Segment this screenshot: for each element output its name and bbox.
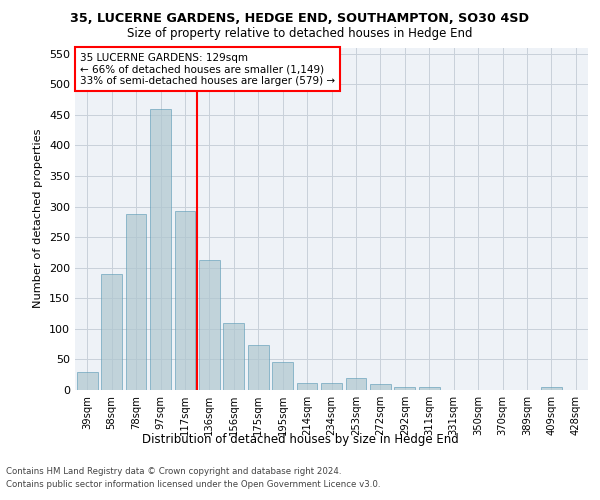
Bar [125, 214, 146, 390]
Bar [419, 387, 440, 390]
Text: Distribution of detached houses by size in Hedge End: Distribution of detached houses by size … [142, 432, 458, 446]
Bar [150, 108, 171, 390]
Bar [541, 387, 562, 390]
Text: Contains public sector information licensed under the Open Government Licence v3: Contains public sector information licen… [6, 480, 380, 489]
Bar [370, 384, 391, 390]
Bar [394, 387, 415, 390]
Bar [223, 324, 244, 390]
Text: Size of property relative to detached houses in Hedge End: Size of property relative to detached ho… [127, 28, 473, 40]
Bar [346, 378, 367, 390]
Text: 35, LUCERNE GARDENS, HEDGE END, SOUTHAMPTON, SO30 4SD: 35, LUCERNE GARDENS, HEDGE END, SOUTHAMP… [71, 12, 530, 26]
Bar [248, 346, 269, 390]
Bar [101, 274, 122, 390]
Text: Contains HM Land Registry data © Crown copyright and database right 2024.: Contains HM Land Registry data © Crown c… [6, 468, 341, 476]
Bar [175, 212, 196, 390]
Bar [321, 382, 342, 390]
Text: 35 LUCERNE GARDENS: 129sqm
← 66% of detached houses are smaller (1,149)
33% of s: 35 LUCERNE GARDENS: 129sqm ← 66% of deta… [80, 52, 335, 86]
Bar [199, 260, 220, 390]
Bar [272, 362, 293, 390]
Bar [77, 372, 98, 390]
Bar [296, 382, 317, 390]
Y-axis label: Number of detached properties: Number of detached properties [34, 129, 43, 308]
